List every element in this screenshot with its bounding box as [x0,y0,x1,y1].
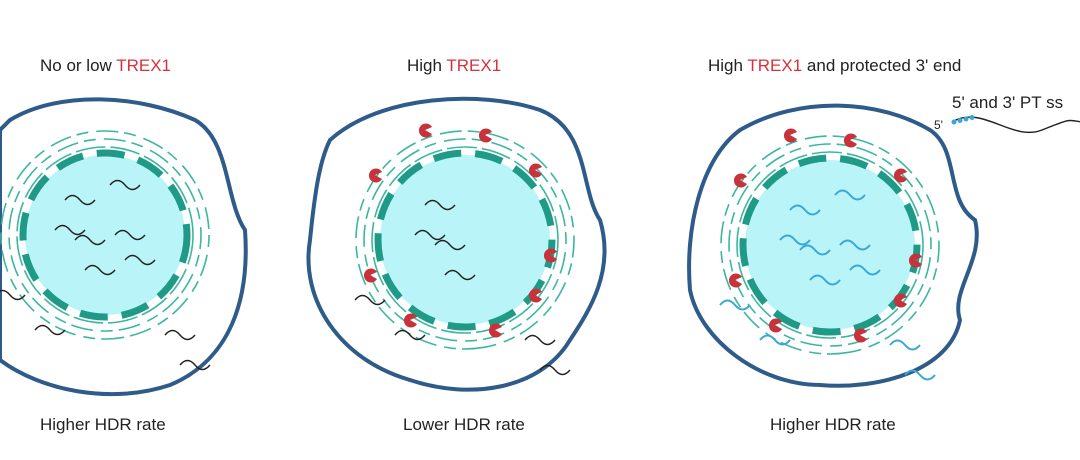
dna-strand [414,229,446,241]
trex1-enzyme [908,253,922,268]
dna-strand [444,269,476,281]
dna-strand [524,334,556,346]
panel-title: High TREX1 [407,56,501,75]
dna-strand [124,254,156,266]
trex1-enzyme [783,128,797,143]
er-membrane [16,146,194,324]
ssdna-strand [789,204,821,216]
phosphorothioate [951,119,957,125]
trex1-enzyme [543,248,557,263]
dna-strand [539,364,571,376]
trex1-enzyme [893,168,907,183]
er-membrane [728,143,932,347]
dna-strand [109,179,141,191]
phosphorothioate [963,116,969,122]
trex1-enzyme [528,288,542,303]
panel-title: High TREX1 and protected 3' end [708,56,961,75]
trex1-enzyme [733,173,747,188]
trex1-enzyme [403,313,417,328]
panel-caption: Lower HDR rate [403,415,525,434]
trex1-enzyme [843,133,857,148]
dna-strand [179,359,211,371]
dna-strand [54,224,86,236]
legend-label: 5' and 3' PT ss [952,93,1063,112]
dna-strand [34,324,66,336]
ssdna-strand [904,369,936,381]
phosphorothioate [969,115,975,120]
er-membrane [736,151,924,339]
panel-caption: Higher HDR rate [40,415,166,434]
ssdna-strand [809,274,841,286]
nucleus [380,155,550,325]
nucleus [25,155,185,315]
er-membrane [0,130,210,340]
nuclear-envelope [19,149,191,321]
ssdna-strand [849,264,881,276]
title-part: High [708,56,747,75]
legend-end-label: 5' [934,118,943,132]
nuclear-envelope [739,154,921,336]
illustrations [0,96,1080,397]
dna-strand [64,194,96,206]
er-membrane [8,138,202,332]
title-part: and protected 3' end [802,56,961,75]
nuclear-envelope [374,149,556,331]
ssdna-strand [759,334,791,346]
er-membrane [355,130,575,350]
pt-ssdna [951,116,1080,133]
panel-title: No or low TREX1 [40,56,171,75]
dna-strand [164,329,196,341]
ssdna-strand [834,189,866,201]
ssdna-strand [799,244,831,256]
ssdna-strand [889,339,921,351]
trex1-enzyme [418,123,432,138]
trex1-enzyme [488,323,502,338]
trex1-enzyme [363,268,377,283]
dna-strand [74,234,106,246]
title-highlight: TREX1 [446,56,501,75]
dna-strand [394,329,426,341]
trex1-enzyme [853,328,867,343]
dna-strand [114,229,146,241]
er-membrane [371,146,559,334]
dna-strand [434,239,466,251]
trex1-enzyme [368,168,382,183]
er-membrane [720,135,940,355]
dna-strand [84,264,116,276]
dna-strand [424,199,456,211]
dna-strand [0,289,26,301]
trex1-enzyme [478,128,492,143]
panel-caption: Higher HDR rate [770,415,896,434]
title-part: No or low [40,56,116,75]
nucleus [745,160,915,330]
trex1-enzyme [768,318,782,333]
title-highlight: TREX1 [747,56,802,75]
dna-strand [354,294,386,306]
trex1-enzyme [893,293,907,308]
trex1-enzyme [528,163,542,178]
phosphorothioate [957,118,963,123]
er-membrane [363,138,567,342]
ssdna-strand [779,234,811,246]
title-highlight: TREX1 [116,56,171,75]
ssdna-strand [839,239,871,251]
trex1-enzyme [728,273,742,288]
title-part: High [407,56,446,75]
ssdna-strand [719,299,751,311]
